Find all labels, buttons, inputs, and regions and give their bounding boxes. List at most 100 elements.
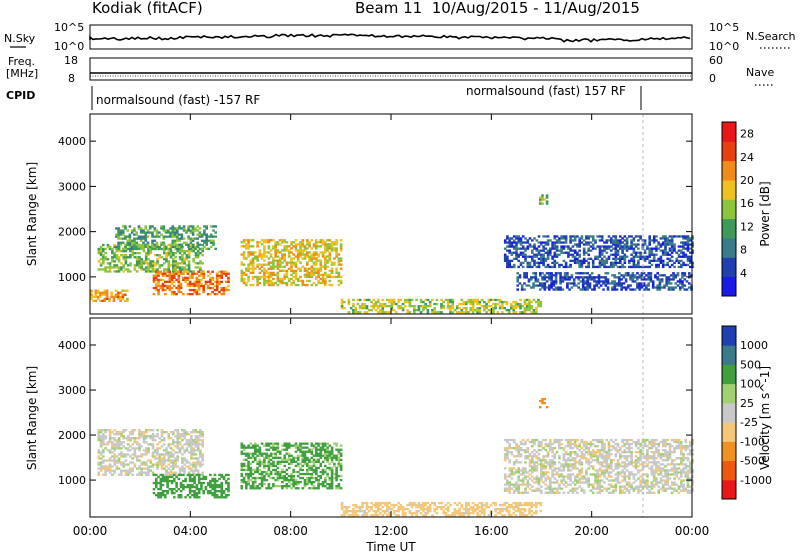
power-echo-cell	[503, 253, 507, 256]
power-echo-cell	[643, 255, 647, 258]
power-echo-cell	[267, 247, 271, 250]
power-echo-cell	[324, 247, 327, 250]
power-echo-cell	[173, 274, 176, 277]
velocity-echo-cell	[515, 487, 518, 490]
velocity-echo-cell	[555, 438, 559, 442]
velocity-echo-cell	[294, 481, 298, 484]
power-echo-cell	[564, 237, 568, 240]
power-echo-cell	[204, 282, 208, 286]
power-echo-cell	[537, 249, 541, 252]
velocity-echo-cell	[190, 451, 193, 454]
velocity-echo-cell	[281, 460, 284, 463]
power-echo-cell	[326, 245, 329, 248]
power-echo-cell	[658, 286, 662, 289]
velocity-echo-cell	[258, 468, 262, 472]
velocity-echo-cell	[187, 471, 191, 474]
power-echo-cell	[503, 247, 507, 250]
velocity-echo-cell	[508, 438, 511, 442]
power-echo-cell	[467, 311, 470, 314]
velocity-echo-cell	[551, 449, 554, 452]
velocity-echo-cell	[183, 467, 186, 470]
velocity-echo-cell	[151, 433, 155, 436]
velocity-echo-cell	[201, 457, 204, 460]
power-echo-cell	[285, 283, 289, 287]
power-echo-cell	[184, 270, 187, 273]
velocity-echo-cell	[582, 455, 586, 458]
power-echo-cell	[363, 302, 366, 306]
velocity-echo-cell	[191, 490, 194, 493]
velocity-echo-cell	[192, 453, 195, 456]
power-echo-cell	[168, 276, 172, 279]
velocity-echo-cell	[558, 467, 561, 470]
velocity-echo-cell	[169, 443, 173, 446]
power-echo-cell	[220, 280, 223, 283]
velocity-echo-cell	[247, 476, 250, 480]
velocity-echo-cell	[138, 455, 141, 458]
power-echo-cell	[615, 282, 619, 285]
power-colorbar-swatch	[722, 199, 736, 220]
power-echo-cell	[553, 245, 557, 248]
power-echo-cell	[549, 265, 552, 269]
power-echo-cell	[566, 274, 569, 277]
velocity-echo-cell	[287, 442, 291, 445]
velocity-echo-cell	[533, 438, 536, 442]
velocity-echo-cell	[544, 459, 548, 462]
velocity-echo-cell	[564, 465, 568, 468]
power-echo-cell	[506, 255, 509, 258]
velocity-echo-cell	[265, 464, 268, 468]
velocity-echo-cell	[544, 467, 548, 470]
power-echo-cell	[254, 275, 257, 279]
velocity-echo-cell	[578, 442, 581, 446]
power-echo-cell	[619, 257, 622, 260]
power-echo-cell	[399, 305, 403, 308]
power-echo-cell	[543, 278, 547, 281]
velocity-echo-cell	[339, 458, 343, 461]
power-echo-cell	[299, 249, 302, 252]
power-echo-cell	[112, 299, 116, 302]
power-echo-cell	[589, 245, 593, 248]
power-echo-cell	[186, 293, 190, 296]
velocity-echo-cell	[544, 465, 548, 468]
velocity-echo-cell	[558, 475, 561, 478]
power-echo-cell	[101, 293, 104, 296]
velocity-echo-cell	[506, 453, 509, 456]
power-echo-cell	[312, 263, 316, 266]
power-echo-cell	[539, 288, 542, 291]
power-echo-cell	[303, 273, 307, 276]
power-echo-cell	[303, 275, 307, 279]
power-echo-cell	[541, 196, 544, 199]
velocity-echo-cell	[196, 447, 200, 450]
velocity-echo-cell	[104, 447, 107, 450]
velocity-echo-cell	[528, 483, 532, 486]
power-echo-cell	[263, 267, 266, 270]
power-echo-cell	[624, 278, 628, 281]
power-echo-cell	[171, 245, 175, 248]
power-echo-cell	[681, 286, 684, 289]
power-echo-cell	[552, 288, 556, 291]
power-echo-cell	[215, 278, 219, 281]
velocity-echo-cell	[310, 452, 314, 455]
velocity-echo-cell	[196, 435, 200, 438]
velocity-echo-cell	[515, 449, 518, 452]
velocity-echo-cell	[560, 438, 563, 442]
velocity-echo-cell	[324, 476, 327, 480]
power-echo-cell	[165, 252, 168, 255]
power-echo-cell	[449, 311, 452, 314]
power-echo-cell	[501, 302, 504, 306]
velocity-echo-cell	[224, 473, 228, 477]
velocity-echo-cell	[200, 488, 203, 491]
power-echo-cell	[173, 241, 177, 244]
velocity-echo-cell	[183, 463, 186, 466]
power-echo-cell	[92, 295, 95, 298]
power-echo-cell	[648, 243, 651, 246]
power-echo-cell	[205, 225, 208, 228]
velocity-echo-cell	[294, 446, 298, 449]
velocity-echo-cell	[129, 449, 132, 452]
velocity-echo-cell	[120, 431, 123, 434]
velocity-echo-cell	[506, 475, 509, 478]
velocity-echo-cell	[326, 472, 329, 476]
power-echo-cell	[569, 265, 572, 269]
power-echo-cell	[260, 239, 264, 242]
power-echo-cell	[294, 247, 298, 250]
